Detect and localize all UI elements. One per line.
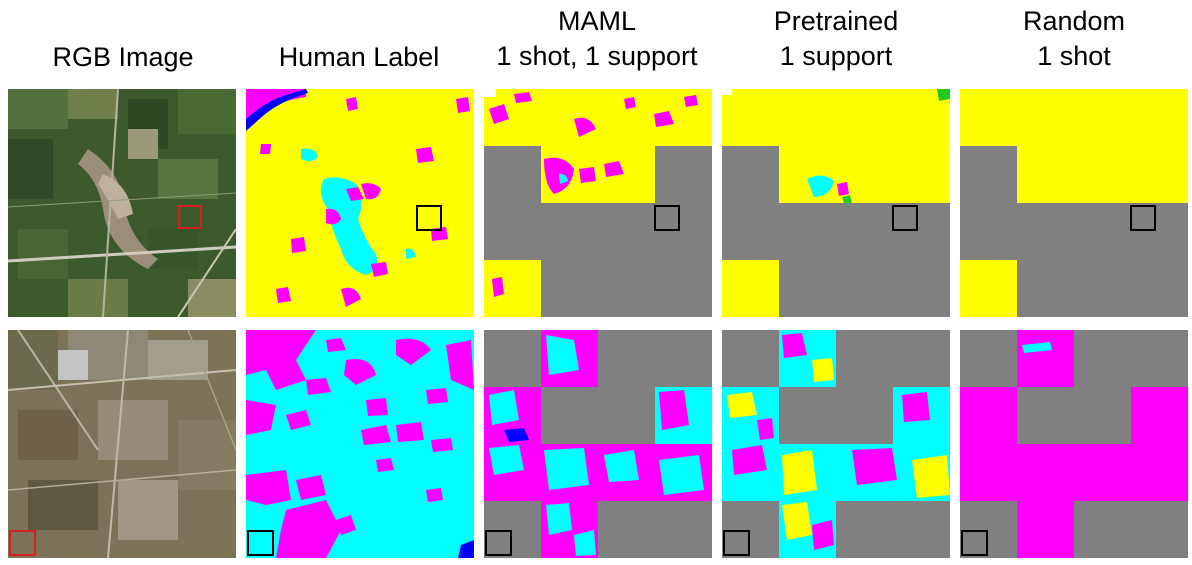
header-line: Pretrained [773, 6, 899, 36]
human-label-map-2 [246, 330, 474, 558]
location-marker [247, 530, 274, 556]
location-marker [892, 205, 918, 231]
header-line: RGB Image [52, 42, 194, 72]
maml-prediction-2 [484, 330, 712, 558]
location-marker [485, 530, 512, 556]
location-marker [1130, 205, 1156, 231]
location-marker [178, 205, 202, 229]
header-rgb-image: RGB Image [3, 40, 243, 75]
header-line: 1 shot [1037, 41, 1111, 71]
location-marker [961, 530, 988, 556]
pretrained-prediction-1 [722, 89, 950, 317]
header-human-label: Human Label [239, 40, 479, 75]
header-maml: MAML 1 shot, 1 support [477, 4, 717, 74]
human-label-map-1 [246, 89, 474, 317]
header-line: Human Label [278, 42, 440, 72]
rgb-image-farmland [8, 89, 236, 317]
location-marker [9, 530, 36, 556]
location-marker [416, 205, 442, 231]
header-line: 1 shot, 1 support [496, 41, 698, 71]
pretrained-prediction-2 [722, 330, 950, 558]
header-random: Random 1 shot [954, 4, 1192, 74]
header-line: 1 support [779, 41, 893, 71]
location-marker [723, 530, 750, 556]
header-line: Random [1022, 6, 1126, 36]
header-pretrained: Pretrained 1 support [716, 4, 956, 74]
maml-prediction-1 [484, 89, 712, 317]
random-prediction-1 [960, 89, 1188, 317]
location-marker [654, 205, 680, 231]
header-line: MAML [557, 6, 636, 36]
random-prediction-2 [960, 330, 1188, 558]
rgb-image-urban [8, 330, 236, 558]
